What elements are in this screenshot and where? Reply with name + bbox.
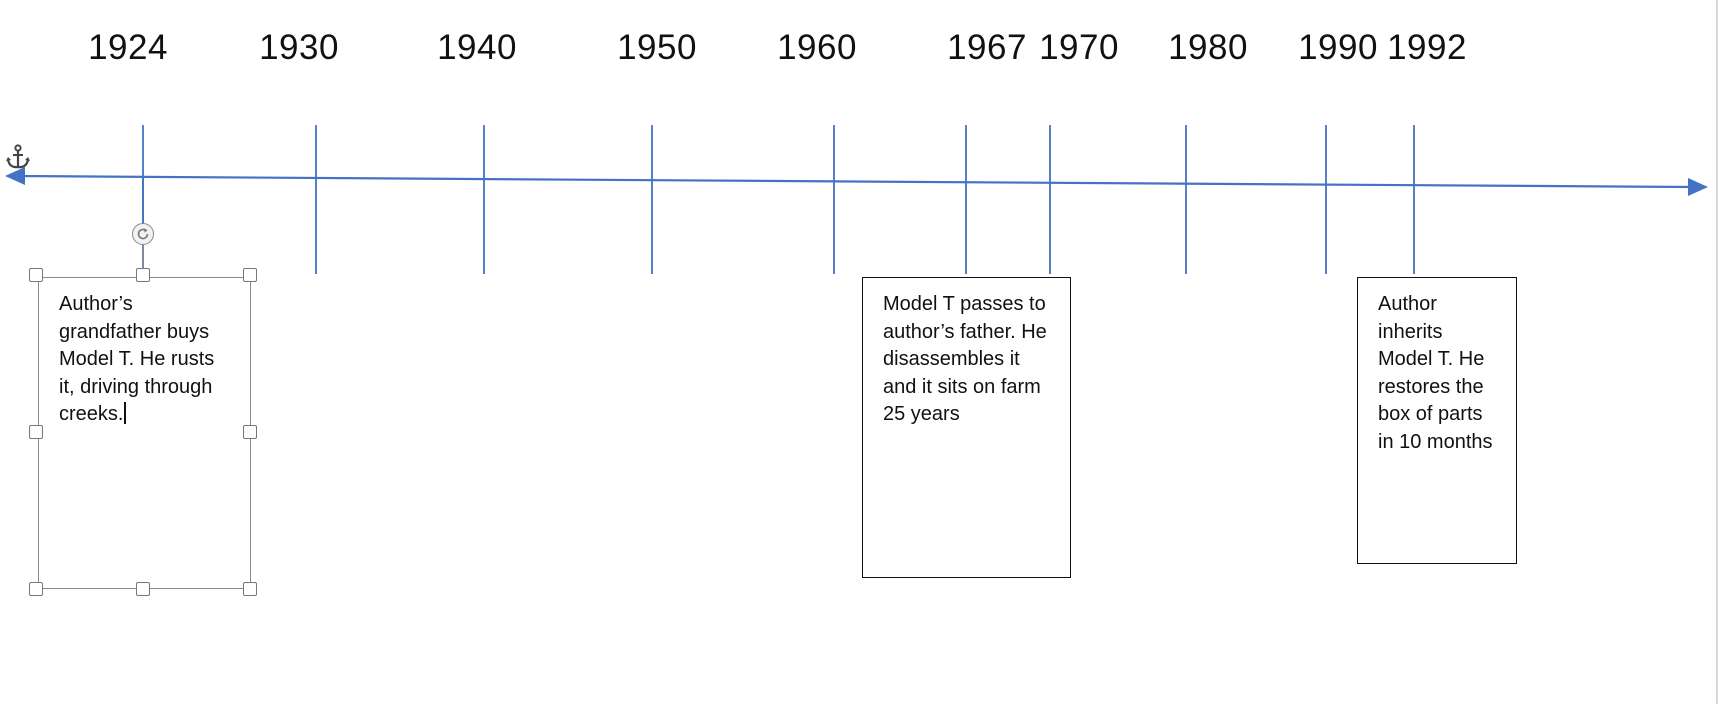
resize-handle-top-left[interactable] [29,268,43,282]
page-edge [1716,0,1718,704]
year-label-1990: 1990 [1298,28,1378,67]
resize-handle-bottom-right[interactable] [243,582,257,596]
year-label-1967: 1967 [947,28,1027,67]
text-caret [124,402,126,424]
year-label-1980: 1980 [1168,28,1248,67]
timeline-axis-line[interactable] [17,174,1695,189]
event-text-1992[interactable]: Author inherits Model T. He restores the… [1378,293,1493,453]
year-label-1992: 1992 [1387,28,1467,67]
year-label-1924: 1924 [88,28,168,67]
event-text-1967[interactable]: Model T passes to author’s father. He di… [883,293,1047,425]
year-label-1930: 1930 [259,28,339,67]
resize-handle-middle-left[interactable] [29,425,43,439]
year-label-1940: 1940 [437,28,517,67]
event-box-1924[interactable]: Author’s grandfather buys Model T. He ru… [38,277,251,589]
event-text-1924[interactable]: Author’s grandfather buys Model T. He ru… [59,293,215,425]
year-label-1970: 1970 [1039,28,1119,67]
resize-handle-top-right[interactable] [243,268,257,282]
event-box-1967[interactable]: Model T passes to author’s father. He di… [862,277,1071,578]
year-label-1960: 1960 [777,28,857,67]
timeline-arrow-left [5,167,25,185]
resize-handle-bottom-middle[interactable] [136,582,150,596]
event-box-1992[interactable]: Author inherits Model T. He restores the… [1357,277,1517,564]
resize-handle-top-middle[interactable] [136,268,150,282]
year-label-1950: 1950 [617,28,697,67]
rotate-handle-icon[interactable] [132,223,154,245]
timeline-arrow-right [1688,178,1708,196]
anchor-icon[interactable] [5,144,31,172]
resize-handle-bottom-left[interactable] [29,582,43,596]
resize-handle-middle-right[interactable] [243,425,257,439]
